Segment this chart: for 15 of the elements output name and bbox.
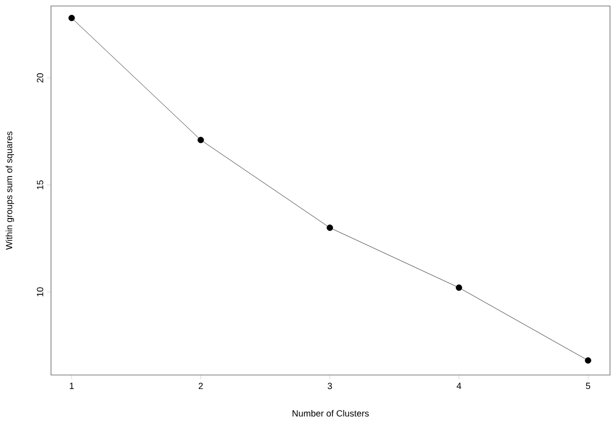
y-tick-label: 15 <box>36 180 44 190</box>
point <box>584 357 592 364</box>
y-tick-label: 20 <box>36 73 44 82</box>
x-tick-label: 5 <box>586 382 590 390</box>
y-axis-title: Within groups sum of squares <box>6 132 14 250</box>
point <box>456 284 462 291</box>
point <box>68 14 75 22</box>
point <box>198 136 204 144</box>
x-tick-label: 2 <box>198 382 203 390</box>
y-tick-label: 10 <box>36 287 44 296</box>
x-tick-label: 1 <box>70 382 74 389</box>
x-axis-title: Number of Clusters <box>292 410 369 417</box>
point <box>326 224 334 231</box>
x-tick-label: 3 <box>328 382 332 390</box>
x-tick-label: 4 <box>456 382 462 389</box>
